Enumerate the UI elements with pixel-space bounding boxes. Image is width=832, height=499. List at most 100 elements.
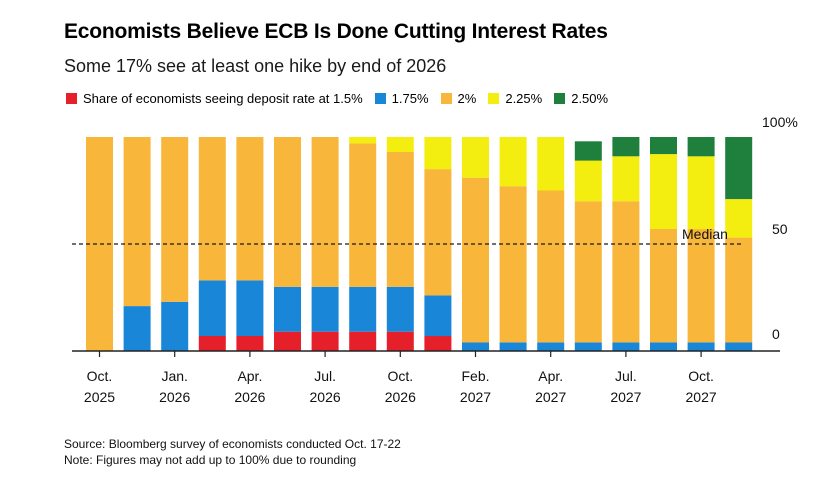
- x-tick-label: 2026: [385, 389, 416, 405]
- bar-segment: [650, 229, 677, 343]
- bar-segment: [612, 201, 640, 343]
- legend-swatch: [374, 93, 386, 104]
- bar-segment: [424, 169, 452, 296]
- bar-segment: [687, 342, 715, 351]
- legend-swatch: [488, 93, 500, 104]
- x-tick-label: Apr.: [538, 368, 563, 384]
- bar-segment: [274, 331, 301, 351]
- x-tick-label: Feb.: [461, 368, 489, 384]
- bar-segment: [424, 295, 452, 337]
- x-tick-label: Jul.: [615, 368, 637, 384]
- bar-segment: [386, 152, 414, 287]
- bar-segment: [349, 331, 377, 351]
- x-tick-label: 2026: [159, 389, 190, 405]
- bar-segment: [612, 137, 640, 157]
- bar-segment: [574, 141, 602, 161]
- bar-segment: [123, 306, 151, 351]
- bar-segment: [687, 229, 715, 343]
- stacked-bar-chart: Median 100% 50 0 Oct. 2025 Jan. 2026 Apr. 2026 Jul…: [72, 114, 798, 405]
- bar-segment: [725, 137, 753, 200]
- x-tick-label: Apr.: [237, 368, 262, 384]
- legend-label: Share of economists seeing deposit rate …: [83, 91, 363, 106]
- x-tick-label: 2027: [686, 389, 717, 405]
- legend-item-1-75: 1.75%: [374, 91, 429, 106]
- bar-segment: [198, 137, 226, 281]
- bar-segment: [198, 280, 226, 336]
- x-tick-label: Oct.: [688, 368, 714, 384]
- bar-segment: [499, 342, 527, 351]
- bar-segment: [612, 156, 640, 202]
- x-tick-label: 2025: [84, 389, 115, 405]
- rounding-note: Note: Figures may not add up to 100% due…: [64, 453, 357, 467]
- source-note: Source: Bloomberg survey of economists c…: [64, 437, 401, 451]
- bar-segment: [537, 190, 565, 343]
- bar-segment: [612, 342, 640, 351]
- bar-segment: [424, 137, 452, 170]
- x-tick-label: 2027: [460, 389, 491, 405]
- legend-item-2: 2%: [440, 91, 477, 106]
- median-label: Median: [682, 226, 728, 242]
- bar-segment: [725, 342, 753, 351]
- bar-segment: [462, 177, 489, 343]
- bar-segment: [462, 137, 489, 178]
- bar-segment: [499, 137, 527, 187]
- bar-segment: [349, 143, 377, 287]
- bar-segment: [687, 137, 715, 157]
- bar-segment: [386, 137, 414, 152]
- y-tick-label: 50: [772, 221, 788, 237]
- bar-segment: [574, 160, 602, 202]
- chart-title: Economists Believe ECB Is Done Cutting I…: [64, 20, 608, 43]
- x-tick-label: 2027: [610, 389, 641, 405]
- bar-segment: [349, 286, 377, 332]
- bar-segment: [650, 137, 677, 155]
- bar-segment: [537, 137, 565, 191]
- bar-segment: [123, 137, 151, 307]
- x-tick-label: Jan.: [161, 368, 187, 384]
- x-tick-label: Oct.: [387, 368, 413, 384]
- bar-segment: [424, 336, 452, 351]
- legend-item-1-5: Share of economists seeing deposit rate …: [66, 91, 363, 106]
- bar-segment: [311, 286, 339, 332]
- bar-segment: [537, 342, 565, 351]
- y-tick-label: 100%: [762, 114, 798, 130]
- legend-label: 2.25%: [505, 91, 543, 106]
- bar-segment: [198, 336, 226, 351]
- x-tick-label: Oct.: [87, 368, 113, 384]
- chart-legend: Share of economists seeing deposit rate …: [66, 91, 620, 106]
- chart-subtitle: Some 17% see at least one hike by end of…: [64, 56, 447, 76]
- bar-segment: [161, 301, 189, 351]
- x-tick-label: Jul.: [314, 368, 336, 384]
- chart-footer: Source: Bloomberg survey of economists c…: [64, 436, 401, 468]
- bar-segment: [687, 156, 715, 230]
- legend-swatch: [554, 93, 566, 104]
- legend-swatch: [440, 93, 452, 104]
- legend-item-2-25: 2.25%: [488, 91, 542, 106]
- x-tick-label: 2026: [310, 389, 341, 405]
- bar-segment: [161, 137, 189, 302]
- y-tick-label: 0: [772, 326, 780, 342]
- bar-segment: [349, 137, 377, 144]
- bar-segment: [650, 342, 677, 351]
- legend-label: 2%: [457, 91, 477, 106]
- bar-segment: [386, 331, 414, 351]
- bar-segment: [236, 280, 264, 336]
- legend-label: 2.50%: [571, 91, 609, 106]
- legend-item-2-50: 2.50%: [554, 91, 608, 106]
- x-tick-label: 2027: [535, 389, 566, 405]
- bar-segment: [236, 137, 264, 281]
- bar-segment: [236, 336, 264, 351]
- bar-segment: [499, 186, 527, 343]
- x-tick-label: 2026: [234, 389, 265, 405]
- bar-segment: [274, 286, 301, 332]
- bar-segment: [386, 286, 414, 332]
- bar-segment: [574, 342, 602, 351]
- bar-segment: [311, 331, 339, 351]
- bar-segment: [725, 237, 753, 343]
- bar-segment: [725, 199, 753, 238]
- bar-segment: [574, 201, 602, 343]
- legend-label: 1.75%: [391, 91, 429, 106]
- bar-segment: [274, 137, 301, 287]
- bar-segment: [311, 137, 339, 287]
- legend-swatch: [66, 93, 77, 104]
- bar-segment: [650, 154, 677, 229]
